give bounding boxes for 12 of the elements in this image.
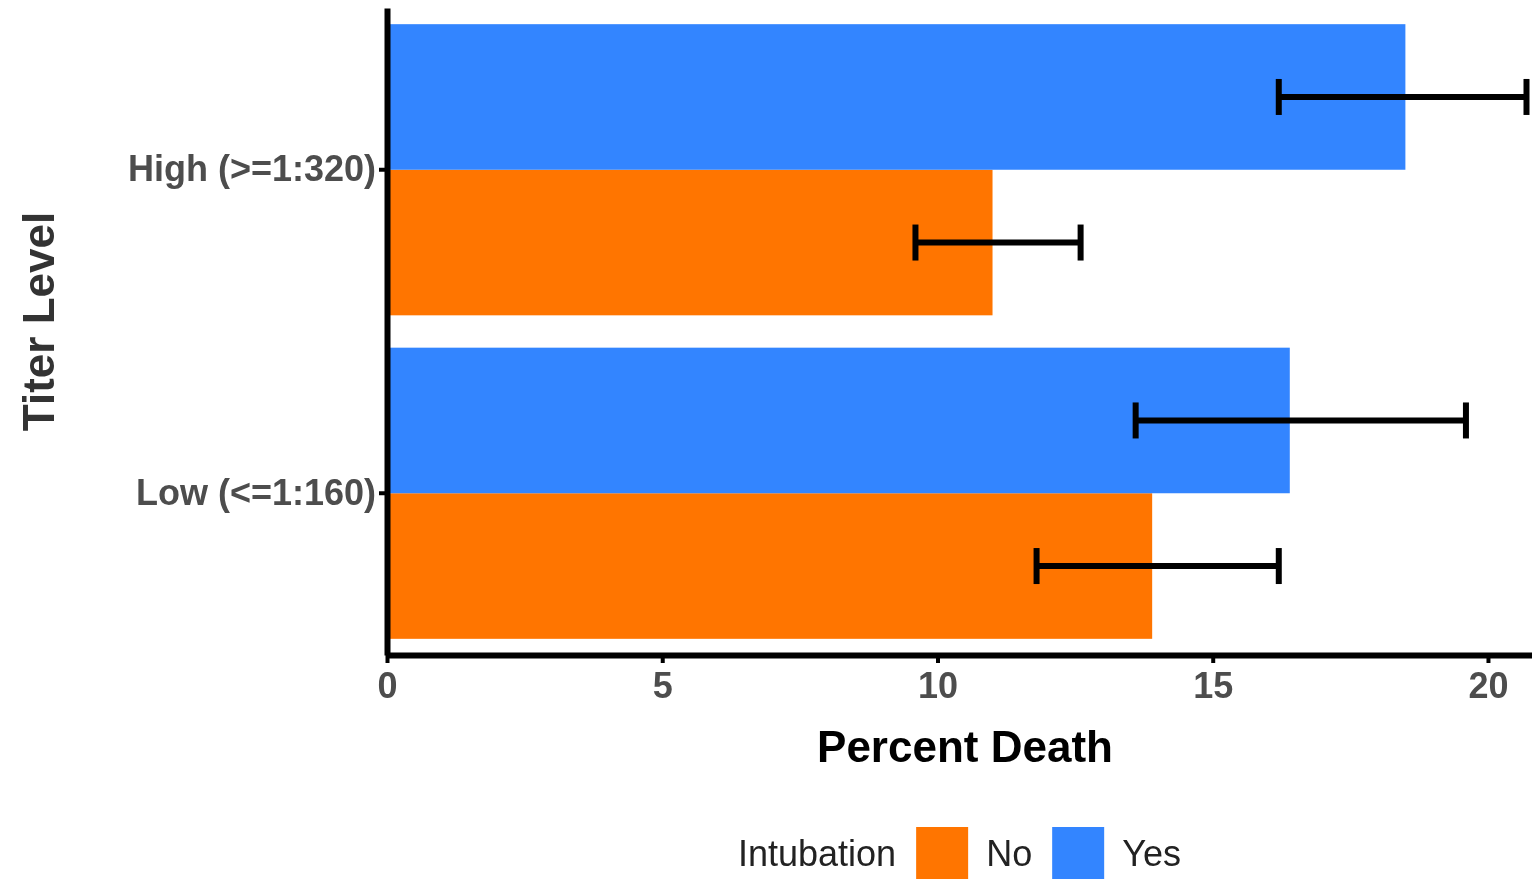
y-tick-label: High (>=1:320) xyxy=(127,148,376,190)
legend-title: Intubation xyxy=(738,832,897,874)
legend-label: Yes xyxy=(1122,832,1181,874)
x-tick-label: 10 xyxy=(917,665,958,707)
x-axis-title: Percent Death xyxy=(817,722,1113,771)
x-tick-label: 5 xyxy=(652,665,673,707)
x-tick-label: 0 xyxy=(377,665,398,707)
y-axis-title: Titer Level xyxy=(14,211,63,432)
x-tick-label: 20 xyxy=(1468,665,1509,707)
legend-label: No xyxy=(986,832,1033,874)
y-tick-label: Low (<=1:160) xyxy=(135,471,376,513)
x-tick-label: 15 xyxy=(1193,665,1234,707)
